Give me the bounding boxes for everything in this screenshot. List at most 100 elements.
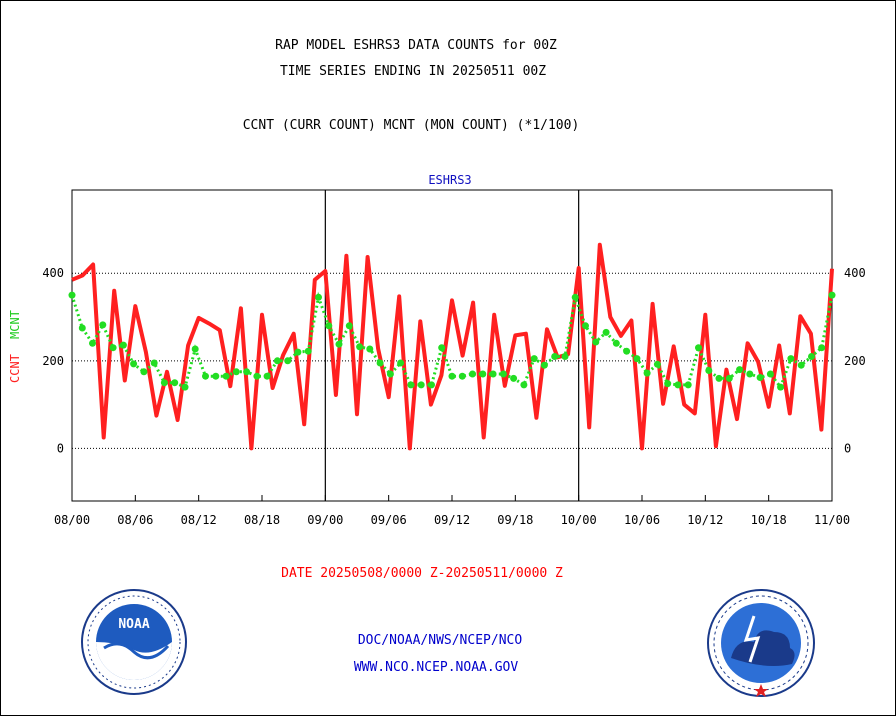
mcnt-point	[366, 345, 374, 353]
mcnt-point	[818, 344, 826, 352]
mcnt-point	[756, 374, 764, 381]
mcnt-point	[736, 366, 744, 374]
mcnt-point	[438, 344, 446, 352]
mcnt-point	[530, 355, 538, 363]
plot-label: ESHRS3	[428, 173, 471, 187]
mcnt-point	[150, 359, 158, 367]
mcnt-point	[68, 291, 76, 299]
mcnt-point	[345, 322, 353, 330]
y-tick-label-right: 0	[844, 441, 851, 455]
mcnt-point	[582, 322, 589, 330]
mcnt-point	[612, 339, 620, 347]
y-axis-label-mcnt: MCNT	[8, 310, 22, 339]
mcnt-point	[695, 344, 702, 352]
noaa-logo-icon: NOAA	[81, 589, 187, 695]
grid-layer	[72, 190, 832, 501]
mcnt-point	[99, 321, 107, 329]
y-tick-label-left: 200	[42, 354, 64, 368]
mcnt-point	[571, 293, 579, 301]
tick-layer: 0 0 200 200 400 400 08/00 08/06 08/12 08/18 09/00 0…	[42, 266, 865, 527]
mcnt-point	[335, 340, 343, 348]
mcnt-point	[540, 361, 548, 369]
mcnt-point	[469, 370, 476, 378]
mcnt-point	[499, 370, 507, 378]
ccnt-series-line	[71, 242, 834, 451]
mcnt-point	[273, 357, 281, 365]
mcnt-point	[376, 359, 384, 367]
y-tick-label-right: 200	[844, 354, 866, 368]
x-tick-label: 10/12	[687, 513, 723, 527]
y-tick-label-left: 0	[57, 441, 64, 455]
mcnt-point	[109, 344, 117, 352]
noaa-logo-text: NOAA	[118, 617, 149, 632]
mcnt-point	[315, 293, 322, 301]
mcnt-series-line	[70, 291, 834, 391]
mcnt-point	[787, 355, 795, 363]
mcnt-point	[140, 368, 148, 376]
series-layer	[68, 242, 836, 451]
mcnt-point	[263, 372, 271, 380]
y-tick-label-left: 400	[42, 266, 64, 280]
mcnt-point	[397, 359, 405, 367]
mcnt-point	[356, 343, 364, 351]
mcnt-point	[777, 383, 785, 391]
mcnt-point	[664, 380, 672, 388]
mcnt-point	[78, 324, 86, 332]
y-axis-label-ccnt: CCNT	[8, 354, 22, 383]
x-tick-label: 09/12	[434, 513, 470, 527]
url-line: WWW.NCO.NCEP.NOAA.GOV	[353, 660, 519, 675]
mcnt-point	[171, 379, 179, 387]
nws-logo-icon	[707, 589, 815, 697]
mcnt-point	[633, 355, 641, 363]
chart-subtitle: CCNT (CURR COUNT) MCNT (MON COUNT) (*1/1…	[242, 118, 580, 133]
mcnt-point	[130, 360, 138, 368]
mcnt-point	[551, 353, 559, 360]
mcnt-point	[715, 374, 723, 382]
mcnt-point	[808, 353, 815, 360]
mcnt-point	[602, 328, 610, 336]
mcnt-point	[746, 370, 754, 378]
chart-title-line-1: RAP MODEL ESHRS3 DATA COUNTS for 00Z	[275, 38, 557, 53]
date-range: DATE 20250508/0000 Z-20250511/0000 Z	[281, 566, 563, 581]
mcnt-point	[325, 322, 333, 330]
x-tick-label: 10/06	[624, 513, 660, 527]
x-tick-label: 09/18	[497, 513, 533, 527]
mcnt-point	[232, 368, 240, 376]
mcnt-point	[766, 370, 774, 378]
x-tick-label: 09/06	[371, 513, 407, 527]
mcnt-point	[243, 368, 251, 376]
mcnt-point	[294, 348, 302, 356]
mcnt-point	[623, 347, 631, 355]
x-tick-label: 11/00	[814, 513, 850, 527]
mcnt-point	[684, 381, 692, 389]
mcnt-point	[304, 347, 312, 355]
mcnt-point	[828, 291, 836, 299]
y-axis-label: CCNT MCNT	[8, 310, 22, 383]
mcnt-point	[222, 372, 230, 380]
x-tick-label: 10/18	[751, 513, 787, 527]
mcnt-point	[202, 372, 209, 380]
mcnt-point	[191, 345, 199, 353]
mcnt-point	[119, 341, 127, 349]
plot-area	[71, 189, 833, 502]
mcnt-point	[643, 369, 651, 377]
mcnt-point	[253, 372, 261, 380]
mcnt-point	[458, 372, 466, 380]
mcnt-point	[212, 372, 220, 380]
mcnt-point	[428, 381, 435, 389]
mcnt-point	[725, 374, 733, 382]
mcnt-point	[705, 367, 713, 374]
mcnt-point	[520, 381, 528, 389]
y-tick-label-right: 400	[844, 266, 866, 280]
mcnt-point	[653, 360, 661, 368]
mcnt-point	[386, 370, 394, 378]
org-line: DOC/NOAA/NWS/NCEP/NCO	[357, 633, 523, 648]
mcnt-point	[448, 372, 456, 380]
chart-title-line-2: TIME SERIES ENDING IN 20250511 00Z	[279, 64, 547, 79]
mcnt-point	[181, 383, 189, 391]
x-tick-label: 08/18	[244, 513, 280, 527]
x-tick-label: 08/12	[181, 513, 217, 527]
mcnt-point	[561, 353, 569, 360]
x-tick-label: 09/00	[307, 513, 343, 527]
mcnt-point	[479, 370, 487, 378]
